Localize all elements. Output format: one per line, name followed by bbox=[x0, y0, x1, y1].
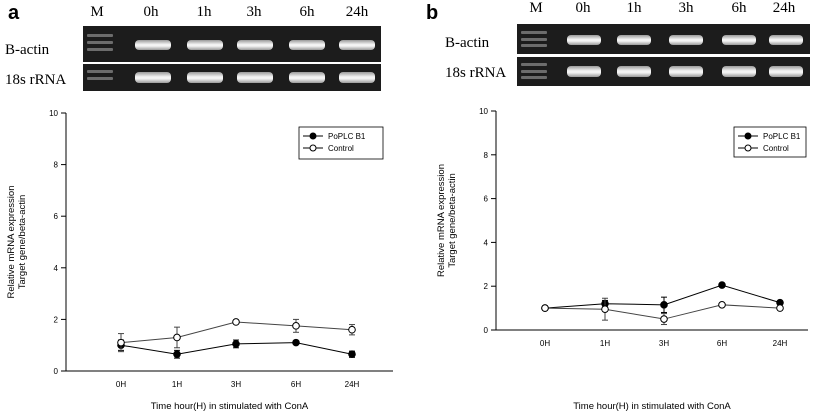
y-tick-label: 8 bbox=[54, 161, 59, 170]
gel-b-18s-rrna-image bbox=[517, 57, 810, 86]
gel-b-lane-label: 1h bbox=[626, 0, 642, 16]
data-point-control bbox=[292, 322, 300, 330]
x-tick-label: 3H bbox=[659, 339, 669, 348]
y-tick-label: 10 bbox=[49, 109, 58, 118]
panel-b-letter: b bbox=[426, 2, 439, 24]
panel-a-letter: a bbox=[8, 2, 20, 24]
x-tick-label: 24H bbox=[773, 339, 788, 348]
gel-b-lane-label: 6h bbox=[731, 0, 747, 16]
data-point-poplc-b1 bbox=[173, 350, 181, 359]
gel-b-lane-label: M bbox=[529, 0, 543, 16]
y-axis-label: Relative mRNA expression bbox=[436, 164, 447, 277]
y-tick-label: 2 bbox=[484, 282, 489, 291]
x-tick-label: 6H bbox=[717, 339, 727, 348]
y-axis-label: Relative mRNA expression bbox=[6, 186, 17, 299]
x-tick-label: 1H bbox=[600, 339, 610, 348]
data-point-control bbox=[348, 325, 356, 334]
gel-b-row-label-18s-rrna: 18s rRNA bbox=[445, 65, 507, 81]
data-point-control bbox=[660, 315, 668, 323]
gel-a-row-label-18s-rrna: 18s rRNA bbox=[5, 72, 67, 88]
x-tick-label: 24H bbox=[345, 380, 360, 389]
y-tick-label: 8 bbox=[484, 151, 489, 160]
data-point-poplc-b1 bbox=[348, 350, 356, 359]
gel-a-row-label-b-actin: B-actin bbox=[5, 42, 50, 58]
gel-a-lane-label: 24h bbox=[345, 4, 369, 20]
legend-box bbox=[298, 126, 384, 160]
gel-b-lane-label: 0h bbox=[575, 0, 591, 16]
legend-label: PoPLC B1 bbox=[328, 132, 366, 141]
gel-b-lane-label: 24h bbox=[772, 0, 796, 16]
x-tick-label: 0H bbox=[116, 380, 126, 389]
gel-a-lane-label: 6h bbox=[299, 4, 315, 20]
data-point-poplc-b1 bbox=[718, 281, 726, 289]
data-point-control bbox=[173, 333, 181, 342]
x-axis-label: Time hour(H) in stimulated with ConA bbox=[573, 401, 731, 412]
data-point-poplc-b1 bbox=[292, 338, 300, 347]
data-point-control bbox=[601, 305, 609, 313]
data-point-control bbox=[776, 304, 784, 312]
y-tick-label: 6 bbox=[54, 212, 59, 221]
legend-marker bbox=[744, 132, 752, 140]
legend-label: PoPLC B1 bbox=[763, 132, 801, 141]
gel-b-b-actin-image bbox=[517, 24, 810, 54]
y-tick-label: 2 bbox=[54, 315, 59, 324]
y-tick-label: 4 bbox=[54, 264, 59, 273]
legend-marker bbox=[744, 144, 752, 152]
x-tick-label: 0H bbox=[540, 339, 550, 348]
data-point-poplc-b1 bbox=[232, 340, 240, 348]
y-tick-label: 0 bbox=[54, 367, 59, 376]
gel-b-row-label-b-actin: B-actin bbox=[445, 35, 490, 51]
data-point-control bbox=[232, 318, 240, 326]
data-point-control bbox=[117, 338, 125, 347]
gel-a-lane-label: 1h bbox=[196, 4, 212, 20]
legend-box bbox=[733, 126, 807, 158]
x-tick-label: 6H bbox=[291, 380, 301, 389]
gel-b-lane-label: 3h bbox=[678, 0, 694, 16]
legend-label: Control bbox=[763, 144, 789, 153]
x-axis-label: Time hour(H) in stimulated with ConA bbox=[151, 401, 309, 412]
data-point-control bbox=[541, 304, 549, 312]
y-tick-label: 6 bbox=[484, 195, 489, 204]
legend-label: Control bbox=[328, 144, 354, 153]
y-tick-label: 4 bbox=[484, 238, 489, 247]
data-point-control bbox=[718, 301, 726, 309]
gel-a-lane-label: M bbox=[90, 4, 104, 20]
y-axis-label: Target gene/beta-actin bbox=[17, 195, 28, 290]
gel-a-18s-rrna-image bbox=[83, 64, 381, 91]
x-tick-label: 3H bbox=[231, 380, 241, 389]
chart-a-group: 0 2 4 6 8 10 0H 1H 3H 6H 24H Time hour(H) in stimul… bbox=[6, 109, 393, 412]
legend-marker bbox=[309, 144, 317, 152]
y-tick-label: 0 bbox=[484, 326, 489, 335]
y-axis-label: Target gene/beta-actin bbox=[447, 173, 458, 268]
chart-b-group: 0 2 4 6 8 10 0H 1H 3H 6H 24H Time hour(H) in stimul… bbox=[436, 107, 808, 412]
y-tick-label: 10 bbox=[479, 107, 488, 116]
gel-a-b-actin-image bbox=[83, 26, 381, 62]
data-point-poplc-b1 bbox=[660, 301, 668, 309]
gel-a-lane-label: 0h bbox=[143, 4, 159, 20]
x-tick-label: 1H bbox=[172, 380, 182, 389]
gel-a-lane-label: 3h bbox=[246, 4, 262, 20]
legend-marker bbox=[309, 132, 317, 140]
